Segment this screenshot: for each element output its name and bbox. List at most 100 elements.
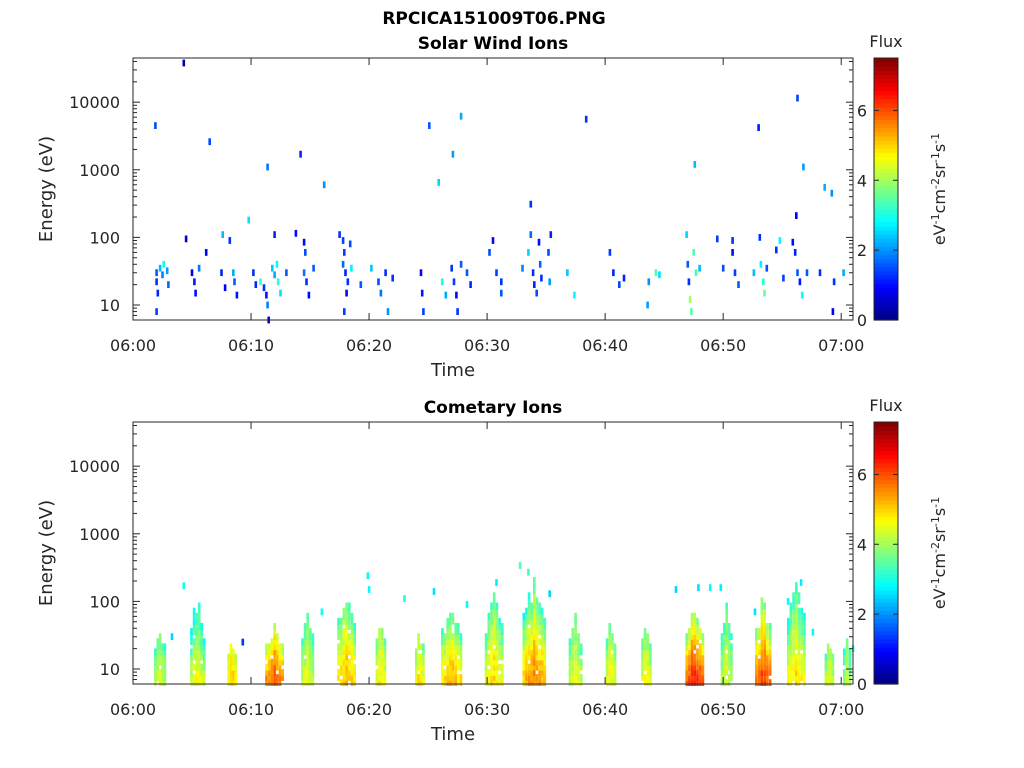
data-cell: [273, 628, 276, 635]
data-cell: [608, 628, 611, 635]
data-cell: [824, 679, 828, 686]
data-cell: [281, 653, 284, 661]
data-cell: [278, 669, 282, 676]
y-tick-label: 1000: [79, 161, 120, 180]
data-cell: [688, 669, 691, 676]
data-cell: [701, 658, 705, 666]
data-cell: [345, 648, 348, 656]
data-cell: [568, 669, 572, 676]
data-cell: [339, 658, 343, 666]
data-cell: [527, 612, 531, 620]
data-cell: [339, 648, 343, 656]
data-cell: [492, 674, 496, 681]
data-cell: [522, 643, 526, 651]
data-cell: [730, 643, 733, 651]
data-cell: [527, 592, 531, 600]
data-cell: [843, 653, 846, 661]
data-cell: [163, 669, 167, 676]
x-tick-label: 07:00: [818, 700, 864, 719]
data-cell: [451, 633, 455, 640]
colorbar-segment: [874, 111, 898, 116]
data-cell: [768, 628, 772, 635]
data-cell: [234, 679, 237, 686]
data-cell: [793, 249, 797, 256]
data-cell: [535, 602, 539, 610]
data-cell: [378, 648, 381, 656]
data-cell: [696, 623, 699, 630]
data-cell: [792, 638, 795, 646]
data-cell: [549, 231, 553, 238]
colorbar-segment: [874, 189, 898, 194]
data-cell: [693, 161, 697, 168]
data-cell: [548, 278, 551, 286]
data-cell: [200, 638, 204, 646]
data-cell: [419, 674, 423, 681]
data-cell: [380, 658, 384, 666]
data-cell: [498, 638, 501, 646]
colorbar-segment: [874, 663, 898, 669]
data-cell: [792, 669, 795, 676]
data-cell: [696, 648, 699, 656]
data-cell: [342, 679, 346, 686]
data-cell: [195, 648, 198, 656]
colorbar-segment: [874, 462, 898, 468]
data-cell: [154, 669, 157, 676]
data-cell: [156, 674, 160, 681]
data-cell: [622, 274, 626, 282]
data-cell: [490, 607, 493, 615]
data-cell: [161, 674, 164, 681]
data-cell: [698, 658, 702, 666]
data-cell: [795, 623, 798, 630]
colorbar-segment: [874, 209, 898, 215]
data-cell: [454, 638, 457, 646]
data-cell: [449, 648, 452, 656]
data-cell: [646, 663, 650, 671]
data-cell: [345, 643, 348, 651]
data-cell: [441, 628, 444, 635]
data-cell: [441, 674, 444, 681]
data-cell: [265, 643, 268, 651]
data-cell: [527, 602, 531, 610]
data-cell: [452, 278, 456, 286]
data-cell: [766, 663, 769, 671]
data-cell: [605, 674, 609, 681]
data-cell: [580, 643, 583, 651]
data-cell: [646, 669, 650, 676]
data-cell: [348, 240, 352, 248]
data-cell: [441, 658, 444, 666]
data-cell: [278, 658, 282, 666]
data-cell: [454, 623, 457, 630]
data-cell: [696, 653, 699, 661]
data-cell: [685, 679, 688, 686]
data-cell: [459, 648, 463, 656]
data-cell: [525, 623, 528, 630]
data-cell: [306, 658, 309, 666]
data-cell: [422, 658, 425, 666]
data-cell: [200, 643, 204, 651]
data-cell: [270, 643, 274, 651]
data-cell: [730, 669, 733, 676]
data-cell: [337, 623, 340, 630]
data-cell: [267, 658, 271, 666]
colorbar-segment: [874, 458, 898, 464]
data-cell: [791, 238, 795, 246]
data-cell: [685, 231, 688, 238]
data-cell: [350, 617, 354, 625]
data-cell: [643, 658, 647, 666]
data-cell: [757, 628, 761, 635]
data-cell: [234, 653, 237, 661]
data-cell: [309, 663, 312, 671]
data-cell: [449, 617, 452, 625]
y-axis-label: Energy (eV): [36, 136, 57, 242]
data-cell: [195, 669, 198, 676]
data-cell: [522, 612, 526, 620]
data-cell: [451, 643, 455, 651]
data-cell: [303, 643, 307, 651]
data-cell: [641, 658, 644, 666]
colorbar-segment: [874, 156, 898, 161]
data-cell: [725, 617, 728, 625]
data-cell: [303, 679, 307, 686]
data-cell: [353, 638, 356, 646]
data-cell: [787, 674, 790, 681]
figure-filename: RPCICA151009T06.PNG: [382, 9, 605, 29]
